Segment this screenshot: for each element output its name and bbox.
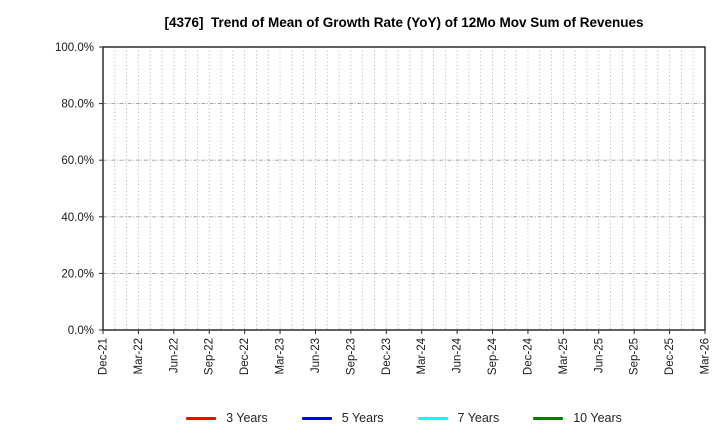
y-tick-label: 60.0% bbox=[61, 155, 94, 167]
x-tick-label: Sep-23 bbox=[345, 338, 357, 375]
y-tick-label: 40.0% bbox=[61, 212, 94, 224]
x-tick-label: Dec-22 bbox=[239, 338, 251, 375]
x-tick-label: Jun-22 bbox=[168, 338, 180, 373]
x-tick-label: Sep-24 bbox=[487, 337, 499, 375]
legend-swatch-3-years bbox=[186, 416, 217, 420]
x-tick-label: Mar-26 bbox=[700, 338, 712, 374]
legend-item-7-years: 7 Years bbox=[417, 411, 500, 425]
x-tick-label: Sep-22 bbox=[204, 338, 216, 375]
x-tick-label: Mar-25 bbox=[558, 338, 570, 374]
legend-label-7-years: 7 Years bbox=[457, 411, 500, 425]
x-tick-label: Sep-25 bbox=[629, 338, 641, 375]
x-tick-label: Mar-23 bbox=[275, 338, 287, 374]
x-tick-label: Mar-22 bbox=[133, 338, 145, 374]
chart-title: [4376] Trend of Mean of Growth Rate (YoY… bbox=[164, 15, 644, 30]
legend-swatch-5-years bbox=[301, 416, 332, 420]
legend: 3 Years 5 Years 7 Years 10 Years bbox=[103, 405, 705, 431]
x-tick-label: Jun-23 bbox=[310, 338, 322, 373]
x-tick-label: Mar-24 bbox=[416, 337, 428, 374]
plot-border bbox=[102, 46, 706, 331]
legend-item-10-years: 10 Years bbox=[533, 411, 622, 425]
x-tick-label: Dec-21 bbox=[98, 338, 110, 375]
legend-label-10-years: 10 Years bbox=[573, 411, 622, 425]
y-tick-label: 80.0% bbox=[61, 99, 94, 111]
legend-swatch-7-years bbox=[417, 416, 448, 420]
legend-label-5-years: 5 Years bbox=[341, 411, 384, 425]
x-tick-label: Jun-25 bbox=[593, 338, 605, 373]
x-tick-label: Dec-25 bbox=[664, 338, 676, 375]
y-tick-label: 0.0% bbox=[68, 325, 94, 337]
x-tick-label: Dec-24 bbox=[522, 337, 534, 375]
y-tick-label: 20.0% bbox=[61, 268, 94, 280]
y-tick-label: 100.0% bbox=[55, 42, 94, 54]
legend-label-3-years: 3 Years bbox=[226, 411, 268, 425]
legend-swatch-10-years bbox=[533, 416, 564, 420]
legend-item-3-years: 3 Years bbox=[186, 411, 268, 425]
x-tick-label: Dec-23 bbox=[381, 338, 393, 375]
legend-item-5-years: 5 Years bbox=[301, 411, 384, 425]
x-tick-label: Jun-24 bbox=[452, 337, 464, 373]
